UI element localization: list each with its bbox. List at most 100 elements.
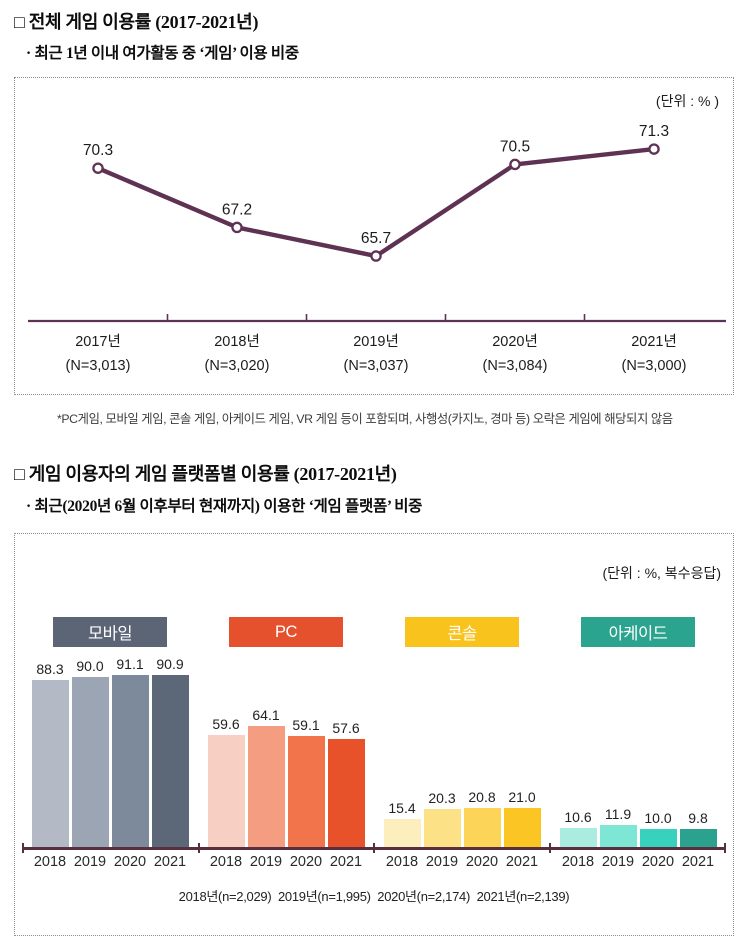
bars-row: 88.3 90.0 91.1 90.9 [31,647,189,848]
x-tick-label: 2018년 [214,333,260,350]
bar-column: 91.1 [111,656,149,848]
bar [327,738,365,848]
bar-column: 15.4 [383,799,421,848]
bar [247,726,285,848]
years-row: 2018 2019 2020 2021 [560,854,717,870]
sample-size-label: (N=3,000) [622,358,687,374]
bar-value-label: 9.8 [688,810,708,827]
bar [463,808,501,848]
bar [599,825,637,848]
sample-size-label: (N=3,037) [344,358,409,374]
bar-column: 11.9 [599,806,637,848]
bar-column: 59.6 [207,715,245,848]
bar [111,674,149,848]
year-label: 2019 [249,854,283,870]
x-tick-label: 2020년 [492,333,538,350]
year-label: 2018 [209,854,243,870]
year-label: 2020 [289,854,323,870]
data-point-marker [648,143,660,155]
data-point-label: 65.7 [361,230,391,247]
unit-note: (단위 : %, 복수응답) [602,565,721,581]
sample-size-label: (N=3,020) [205,358,270,374]
section1-subtitle: · 최근 1년 이내 여가활동 중 ‘게임’ 이용 비중 [26,45,299,62]
platform-group-모바일: 모바일 88.3 90.0 91.1 90.9 2018 2019 2020 2021 [22,617,198,870]
bars-row: 59.6 64.1 59.1 57.6 [207,647,365,848]
line-chart-panel: (단위 : % ) 70.3 2017년 (N=3,013) 67.2 2018년 (N=… [14,77,734,395]
bar [287,735,325,848]
bar-column: 10.0 [639,810,677,848]
axis-tick [548,843,551,853]
year-label: 2020 [641,854,675,870]
bar-value-label: 59.1 [292,716,320,733]
bars-row: 10.6 11.9 10.0 9.8 [559,647,717,848]
data-point-marker [231,221,243,234]
bar-column: 57.6 [327,719,365,848]
legend-chip: 콘솔 [405,617,519,647]
bar-value-label: 21.0 [508,789,536,806]
year-label: 2018 [33,854,67,870]
bar [207,734,245,848]
data-point-label: 71.3 [639,123,669,140]
section1-footnote: *PC게임, 모바일 게임, 콘솔 게임, 아케이드 게임, VR 게임 등이 … [57,412,673,426]
sample-sizes-note: 2018년(n=2,029) 2019년(n=1,995) 2020년(n=2,… [178,889,570,904]
bar-value-label: 10.0 [644,810,672,826]
data-point-label: 67.2 [222,201,252,218]
bar-value-label: 20.8 [468,789,496,806]
bar-value-label: 64.1 [252,707,280,724]
data-point-label: 70.3 [83,142,113,159]
year-label: 2021 [153,854,187,870]
bar-value-label: 20.3 [428,790,456,807]
years-row: 2018 2019 2020 2021 [32,854,189,870]
data-point-marker [370,250,382,262]
year-label: 2019 [73,854,107,870]
axis-tick [22,843,24,853]
bar-column: 90.9 [151,656,189,848]
section1-title: □ 전체 게임 이용률 (2017-2021년) [14,12,259,32]
sample-size-label: (N=3,084) [483,358,548,374]
bar-value-label: 90.9 [156,656,184,673]
bar-value-label: 15.4 [388,799,416,816]
bar-column: 10.6 [559,808,597,848]
axis-tick [373,843,375,853]
legend-chip: 모바일 [53,617,167,647]
year-label: 2018 [385,854,419,870]
bar [559,827,597,848]
bar-value-label: 10.6 [564,808,592,825]
bar [71,677,109,848]
years-row: 2018 2019 2020 2021 [384,854,541,870]
x-tick-label: 2021년 [631,333,677,350]
data-point-marker [509,158,521,171]
years-row: 2018 2019 2020 2021 [208,854,365,870]
bar-value-label: 57.6 [332,719,360,736]
bar-column: 59.1 [287,716,325,848]
bar-column: 21.0 [503,789,541,848]
bar-value-label: 11.9 [604,806,632,823]
bar [31,680,69,848]
year-label: 2021 [329,854,363,870]
legend-chip: PC [229,617,343,647]
bars-row: 15.4 20.3 20.8 21.0 [383,647,541,848]
bar [503,808,541,848]
bar-value-label: 90.0 [76,658,104,674]
legend-chip: 아케이드 [581,617,695,647]
bar [423,809,461,848]
axis-tick [724,843,726,853]
x-tick-label: 2019년 [353,333,399,350]
bar-value-label: 59.6 [212,715,240,732]
bar-column: 9.8 [679,810,717,848]
year-label: 2020 [113,854,147,870]
year-label: 2019 [601,854,635,870]
platform-bar-chart: 모바일 88.3 90.0 91.1 90.9 2018 2019 2020 2021 PC 59.… [22,617,726,870]
bar [383,818,421,848]
bar-column: 20.8 [463,789,501,848]
section2-title: □ 게임 이용자의 게임 플랫폼별 이용률 (2017-2021년) [14,464,397,484]
year-label: 2019 [425,854,459,870]
bar [639,829,677,848]
bar [679,829,717,848]
platform-group-콘솔: 콘솔 15.4 20.3 20.8 21.0 2018 2019 2020 2021 [374,617,550,870]
platform-group-PC: PC 59.6 64.1 59.1 57.6 2018 2019 2020 2021 [198,617,374,870]
bar-column: 20.3 [423,790,461,848]
bar-column: 88.3 [31,661,69,848]
data-point-marker [92,162,104,174]
